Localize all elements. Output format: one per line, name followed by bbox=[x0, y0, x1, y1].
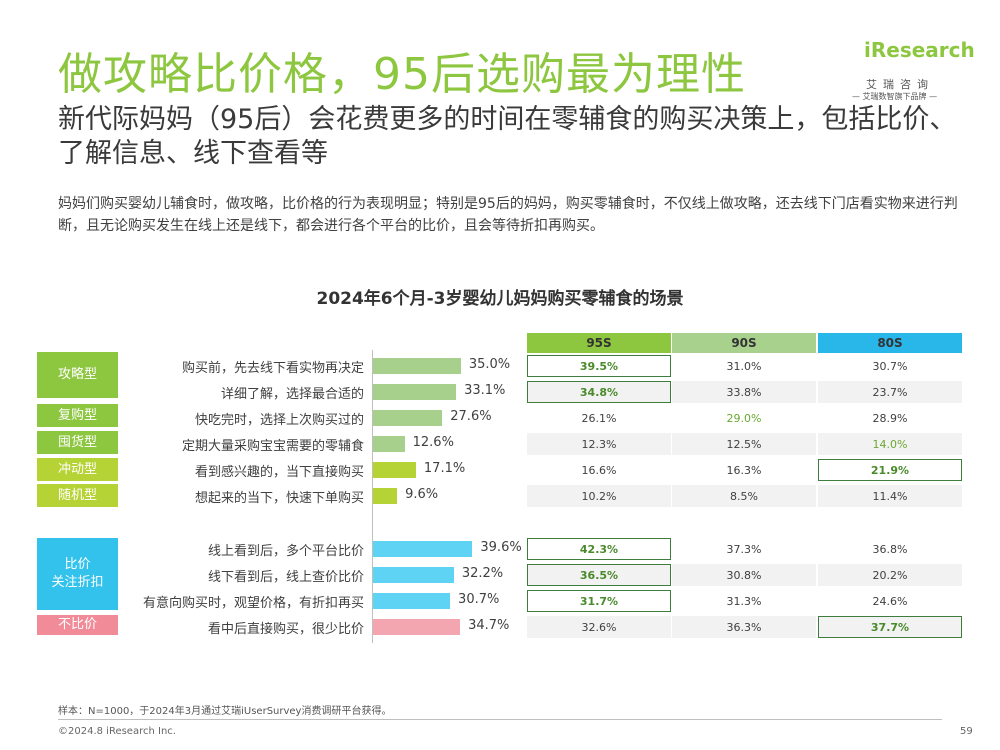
table-cell: 16.6% bbox=[581, 463, 617, 477]
bar-value: 30.7% bbox=[458, 592, 500, 607]
table-cell: 31.3% bbox=[726, 594, 762, 608]
table-cell: 14.0% bbox=[818, 433, 962, 455]
table-cell: 20.2% bbox=[818, 564, 962, 586]
table-cell: 32.6% bbox=[527, 616, 671, 638]
bar-value: 34.7% bbox=[468, 618, 510, 633]
iresearch-logo: iResearch 艾瑞咨询 — 艾瑞数智旗下品牌 — bbox=[842, 32, 975, 104]
page-number: 59 bbox=[960, 726, 973, 737]
row-label: 线上看到后，多个平台比价 bbox=[207, 544, 364, 559]
table-header-90s: 90S bbox=[672, 333, 816, 353]
bar-value: 39.6% bbox=[480, 540, 522, 555]
bar bbox=[373, 410, 443, 426]
group-label: 比价 关注折扣 bbox=[37, 538, 118, 610]
logo-tagline: — 艾瑞数智旗下品牌 — bbox=[852, 92, 938, 101]
table-cell: 23.7% bbox=[818, 381, 962, 403]
bar bbox=[373, 462, 416, 478]
table-cell: 28.9% bbox=[872, 411, 908, 425]
table-cell: 8.5% bbox=[672, 485, 816, 507]
table-cell: 29.0% bbox=[726, 411, 762, 425]
row-label: 有意向购买时，观望价格，有折扣再买 bbox=[142, 596, 364, 611]
bar bbox=[373, 384, 457, 400]
table-cell: 36.5% bbox=[527, 564, 671, 586]
logo-cn: 艾瑞咨询 bbox=[866, 78, 934, 91]
group-label: 复购型 bbox=[37, 404, 118, 427]
table-cell: 36.3% bbox=[672, 616, 816, 638]
group-label: 攻略型 bbox=[37, 352, 118, 398]
table-cell: 24.6% bbox=[872, 594, 908, 608]
row-label: 详细了解，选择最合适的 bbox=[220, 387, 364, 402]
table-cell: 10.2% bbox=[527, 485, 671, 507]
bar-value: 32.2% bbox=[461, 566, 504, 581]
table-cell: 12.5% bbox=[672, 433, 816, 455]
table-cell: 42.3% bbox=[527, 538, 671, 560]
bar bbox=[373, 541, 473, 557]
table-cell: 37.3% bbox=[726, 542, 762, 556]
bar bbox=[373, 436, 405, 452]
footer-divider bbox=[58, 719, 942, 720]
bar bbox=[373, 358, 461, 374]
table-cell: 34.8% bbox=[527, 381, 671, 403]
bar-value: 33.1% bbox=[464, 383, 506, 398]
logo-brand: iResearch bbox=[864, 38, 975, 62]
table-cell: 12.3% bbox=[527, 433, 671, 455]
bar bbox=[373, 593, 451, 609]
group-label: 随机型 bbox=[37, 484, 118, 507]
table-header-80s: 80S bbox=[818, 333, 962, 353]
table-cell: 39.5% bbox=[527, 355, 671, 377]
row-label: 想起来的当下，快速下单购买 bbox=[194, 491, 364, 506]
row-label: 看中后直接购买，很少比价 bbox=[207, 622, 364, 637]
table-cell: 37.7% bbox=[818, 616, 962, 638]
table-cell: 31.0% bbox=[726, 359, 762, 373]
bar bbox=[373, 567, 454, 583]
bar-value: 9.6% bbox=[405, 487, 439, 502]
table-cell: 16.3% bbox=[726, 463, 762, 477]
page-subtitle: 新代际妈妈（95后）会花费更多的时间在零辅食的购买决策上，包括比价、了解信息、线… bbox=[58, 104, 957, 169]
bar bbox=[373, 619, 461, 635]
table-cell: 26.1% bbox=[581, 411, 617, 425]
group-label: 冲动型 bbox=[37, 458, 118, 481]
table-cell: 21.9% bbox=[818, 459, 962, 481]
bar-value: 35.0% bbox=[468, 357, 511, 372]
row-label: 快吃完时，选择上次购买过的 bbox=[194, 413, 364, 428]
footnote: 样本：N=1000，于2024年3月通过艾瑞iUserSurvey消费调研平台获… bbox=[58, 706, 392, 717]
table-cell: 30.7% bbox=[872, 359, 908, 373]
bar-value: 27.6% bbox=[450, 409, 492, 424]
table-cell: 36.8% bbox=[872, 542, 908, 556]
group-label: 不比价 bbox=[37, 615, 118, 635]
table-header-95s: 95S bbox=[527, 333, 671, 353]
bar-value: 17.1% bbox=[423, 461, 466, 476]
page-description: 妈妈们购买婴幼儿辅食时，做攻略，比价格的行为表现明显；特别是95后的妈妈，购买零… bbox=[58, 196, 958, 234]
group-label: 囤货型 bbox=[37, 431, 118, 454]
row-label: 看到感兴趣的，当下直接购买 bbox=[194, 465, 364, 480]
table-cell: 33.8% bbox=[672, 381, 816, 403]
page-title: 做攻略比价格，95后选购最为理性 bbox=[58, 49, 746, 100]
row-label: 购买前，先去线下看实物再决定 bbox=[181, 361, 364, 376]
table-cell: 30.8% bbox=[672, 564, 816, 586]
row-label: 定期大量采购宝宝需要的零辅食 bbox=[181, 439, 364, 454]
bar bbox=[373, 488, 398, 504]
table-cell: 31.7% bbox=[527, 590, 671, 612]
table-cell: 11.4% bbox=[818, 485, 962, 507]
bar-value: 12.6% bbox=[412, 435, 454, 450]
chart-title: 2024年6个月-3岁婴幼儿妈妈购买零辅食的场景 bbox=[316, 289, 684, 309]
row-label: 线下看到后，线上查价比价 bbox=[207, 570, 364, 585]
bar-axis bbox=[372, 350, 373, 643]
copyright: ©2024.8 iResearch Inc. bbox=[58, 726, 176, 737]
